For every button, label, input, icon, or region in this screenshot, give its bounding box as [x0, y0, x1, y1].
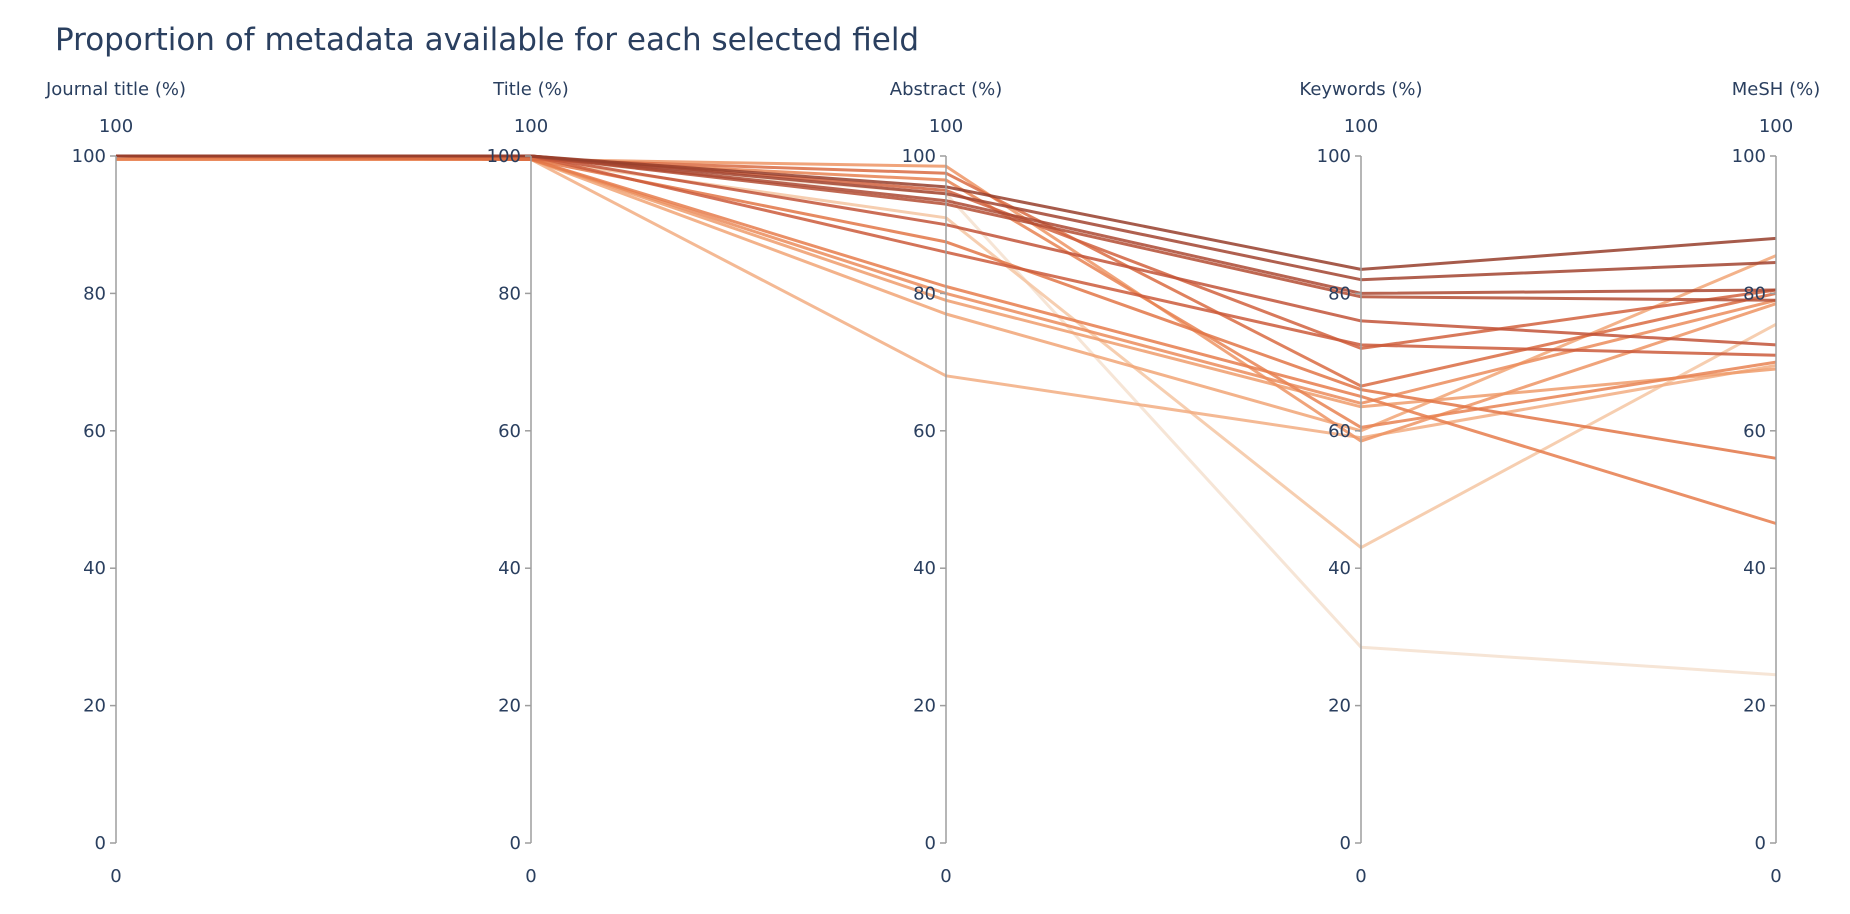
- tick-label: 40: [498, 558, 521, 579]
- axis-label[interactable]: Journal title (%): [45, 79, 186, 100]
- axis-label[interactable]: Title (%): [492, 79, 568, 100]
- axis-label[interactable]: MeSH (%): [1732, 79, 1820, 100]
- tick-label: 60: [83, 421, 106, 442]
- axis-range-min-label: 0: [1355, 866, 1366, 887]
- axis-5: MeSH (%) 100 00 20 40 60 80 100: [1732, 79, 1821, 887]
- axis-4: Keywords (%) 100 00 20 40 60 80 100: [1299, 79, 1422, 887]
- tick-label: 100: [72, 146, 106, 167]
- axis-range-max-label: 100: [99, 116, 133, 137]
- tick-label: 0: [1755, 833, 1766, 854]
- axis-label[interactable]: Keywords (%): [1299, 79, 1422, 100]
- tick-label: 100: [1317, 146, 1351, 167]
- axis-2: Title (%) 100 00 20 40 60 80 100: [487, 79, 569, 887]
- axis-range-max-label: 100: [1759, 116, 1793, 137]
- axis-label[interactable]: Abstract (%): [890, 79, 1002, 100]
- axis-range-min-label: 0: [940, 866, 951, 887]
- axis-3: Abstract (%) 100 00 20 40 60 80 100: [890, 79, 1002, 887]
- tick-label: 80: [1743, 283, 1766, 304]
- axis-1: Journal title (%) 100 00 20 40 60 80 100: [45, 79, 186, 887]
- tick-label: 40: [913, 558, 936, 579]
- tick-label: 100: [902, 146, 936, 167]
- tick-label: 0: [510, 833, 521, 854]
- tick-label: 60: [1743, 421, 1766, 442]
- tick-label: 0: [925, 833, 936, 854]
- tick-label: 20: [1328, 696, 1351, 717]
- tick-label: 40: [1328, 558, 1351, 579]
- tick-label: 80: [1328, 283, 1351, 304]
- axis-range-min-label: 0: [1770, 866, 1781, 887]
- tick-label: 0: [95, 833, 106, 854]
- axis-range-min-label: 0: [525, 866, 536, 887]
- axis-range-max-label: 100: [1344, 116, 1378, 137]
- chart-title: Proportion of metadata available for eac…: [55, 22, 919, 58]
- tick-label: 20: [913, 696, 936, 717]
- axis-range-max-label: 100: [514, 116, 548, 137]
- tick-label: 100: [487, 146, 521, 167]
- axis-range-min-label: 0: [110, 866, 121, 887]
- tick-label: 0: [1340, 833, 1351, 854]
- tick-label: 80: [83, 283, 106, 304]
- tick-label: 20: [1743, 696, 1766, 717]
- tick-label: 80: [498, 283, 521, 304]
- tick-label: 60: [1328, 421, 1351, 442]
- axis-range-max-label: 100: [929, 116, 963, 137]
- tick-label: 60: [913, 421, 936, 442]
- tick-label: 60: [498, 421, 521, 442]
- tick-label: 80: [913, 283, 936, 304]
- tick-label: 40: [83, 558, 106, 579]
- tick-label: 20: [498, 696, 521, 717]
- tick-label: 40: [1743, 558, 1766, 579]
- tick-label: 20: [83, 696, 106, 717]
- tick-label: 100: [1732, 146, 1766, 167]
